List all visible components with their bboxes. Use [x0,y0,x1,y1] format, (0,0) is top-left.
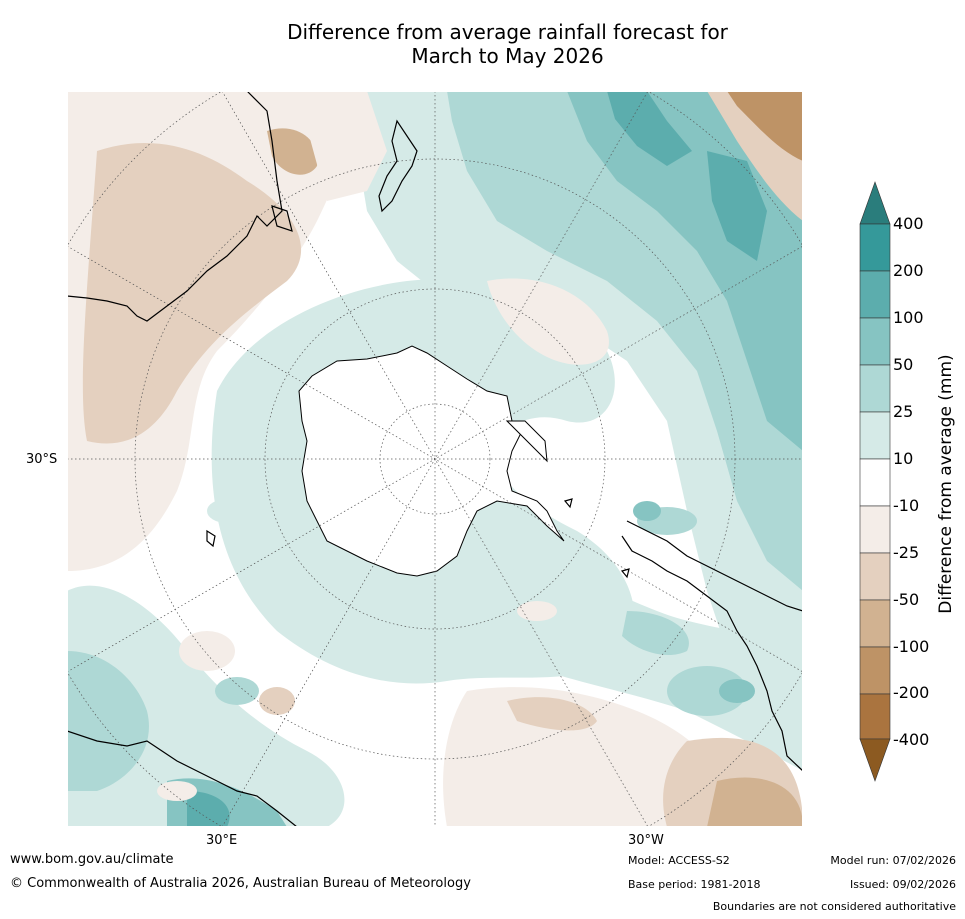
colorbar-tick: -100 [893,637,930,656]
wet-blob [215,677,259,705]
footer-issued: Issued: 09/02/2026 [849,878,956,891]
dry-region-pacific-center [487,278,609,365]
colorbar-tick: -200 [893,683,930,702]
wet-region-atlantic-patch [622,611,689,656]
dry-region-atlantic-mid [507,697,597,731]
colorbar-tick: -50 [893,590,920,609]
colorbar-segment-minus25 [859,552,891,601]
colorbar-segment-100 [859,317,891,366]
dry-blob [259,687,295,715]
colorbar-tick: 10 [893,449,914,468]
colorbar-tick: -10 [893,496,920,515]
south-america-coast-2 [621,535,803,772]
lon-label-30w: 30°W [628,833,664,848]
colorbar-title: Difference from average (mm) [936,354,956,614]
dry-blob [179,631,235,671]
wet-blob [207,499,247,523]
dry-blob [139,199,175,223]
footer-base-period: Base period: 1981-2018 [628,878,761,891]
australia-coast [67,91,283,322]
africa-coast [67,730,298,827]
dry-region-australia-core [267,128,318,175]
island-coast [620,568,630,579]
colorbar-tick: -400 [893,730,930,749]
colorbar-tick: 100 [893,308,924,327]
island-coast [563,498,573,509]
footer-model-run: Model run: 07/02/2026 [830,854,956,867]
colorbar-segment-200 [859,270,891,319]
dry-region-australia-mid [82,142,302,444]
dry-anomaly-regions [67,91,803,827]
title-line-1: Difference from average rainfall forecas… [287,20,728,44]
wet-blob [719,679,755,703]
colorbar [859,181,891,782]
colorbar-extend-bottom [859,738,891,782]
rainfall-anomaly-map [67,91,803,827]
colorbar-tick: 25 [893,402,914,421]
madagascar-coast [206,529,216,548]
colorbar-segment-minus10 [859,505,891,554]
footer-url[interactable]: www.bom.gov.au/climate [10,852,174,867]
new-zealand-coast [378,119,418,213]
wet-region-pacific-peak [607,91,692,166]
colorbar-segment-minus100 [859,646,891,695]
dry-region-tasman [297,91,387,201]
antarctic-peninsula [505,420,548,463]
map-title: Difference from average rainfall forecas… [0,20,965,68]
map-frame [67,91,803,827]
colorbar-extend-top [859,181,891,225]
wet-blob [667,666,747,716]
dry-blob [157,781,197,801]
colorbar-segment-minus50 [859,599,891,648]
colorbar-tick: 200 [893,261,924,280]
wet-anomaly-regions [67,91,803,827]
colorbar-segment-400 [859,223,891,272]
graticule [67,91,803,827]
tasmania-coast [271,205,293,232]
wet-region-south-atlantic [488,569,803,771]
lat-label-30s: 30°S [26,452,58,467]
colorbar-segment-50 [859,364,891,413]
dry-region-se-pacific-core [727,91,803,161]
colorbar-segment-minus200 [859,693,891,740]
wet-region-africa-core [187,791,230,827]
wet-region-indian-core [67,651,149,791]
coastlines [67,91,803,827]
colorbar-tick: 400 [893,214,924,233]
wet-region-pacific-peak2 [707,151,767,261]
title-line-2: March to May 2026 [411,44,604,68]
colorbar-tick: 50 [893,355,914,374]
footer-model: Model: ACCESS-S2 [628,854,730,867]
dry-region-sw-atlantic-core [707,777,803,827]
lon-label-30e: 30°E [206,833,238,848]
colorbar-segment-neutral [859,458,891,507]
south-america-coast [626,520,803,612]
footer-copyright: © Commonwealth of Australia 2026, Austra… [10,876,471,891]
wet-blob [267,757,307,785]
dry-region-australia-blob [115,371,163,420]
dry-region-south-atlantic [443,687,727,827]
colorbar-segment-25 [859,411,891,460]
dry-blob [517,601,557,621]
colorbar-tick: -25 [893,543,920,562]
wet-blob [633,501,661,521]
footer-disclaimer: Boundaries are not considered authoritat… [712,900,956,913]
